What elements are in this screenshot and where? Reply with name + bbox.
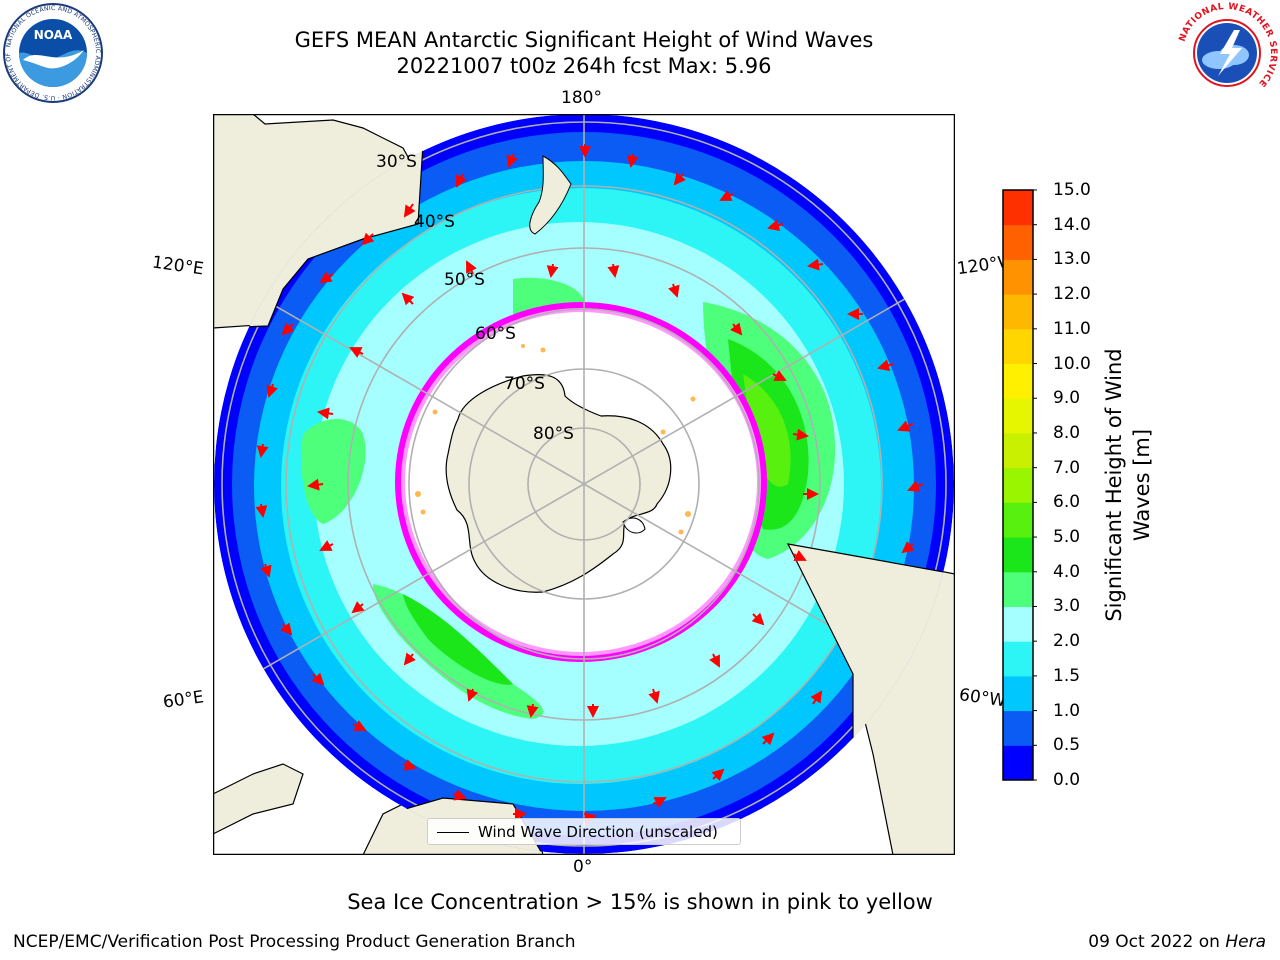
legend-label: Wind Wave Direction (unscaled) [478, 823, 718, 841]
colorbar-segment [1003, 190, 1033, 226]
lat-label-50s: 50°S [444, 270, 485, 290]
date-host: Hera [1225, 932, 1266, 952]
lon-label-0: 0° [573, 857, 593, 877]
colorbar-tick-label: 15.0 [1053, 180, 1091, 200]
colorbar-tick-label: 1.5 [1053, 665, 1081, 686]
sea-ice-note: Sea Ice Concentration > 15% is shown in … [347, 890, 933, 914]
lat-label-30s: 30°S [376, 152, 417, 172]
colorbar-tick-label: 5.0 [1053, 527, 1081, 548]
lon-label-120e: 120°E [150, 252, 205, 280]
colorbar [1002, 189, 1037, 781]
colorbar-segment [1003, 571, 1033, 607]
colorbar-segment [1003, 675, 1033, 712]
colorbar-tick-label: 9.0 [1053, 388, 1081, 409]
colorbar-tick-label: 6.0 [1053, 492, 1081, 513]
credit-line: NCEP/EMC/Verification Post Processing Pr… [13, 932, 576, 952]
legend-line-icon [437, 832, 469, 833]
colorbar-segment [1003, 259, 1033, 295]
legend: Wind Wave Direction (unscaled) [427, 818, 741, 845]
colorbar-tick-label: 3.0 [1053, 596, 1081, 617]
colorbar-segment [1003, 745, 1033, 781]
colorbar-tick-label: 2.0 [1053, 631, 1081, 652]
colorbar-tick-label: 4.0 [1053, 561, 1081, 582]
polar-map [213, 114, 955, 855]
colorbar-segment [1003, 363, 1033, 399]
colorbar-tick-label: 0.0 [1053, 770, 1081, 790]
colorbar-segment [1003, 606, 1033, 642]
lon-label-60e: 60°E [161, 687, 206, 713]
colorbar-segment [1003, 537, 1033, 573]
chart-subtitle: 20221007 t00z 264h fcst Max: 5.96 [396, 54, 772, 78]
colorbar-segment [1003, 432, 1033, 469]
lon-label-180: 180° [561, 88, 602, 108]
chart-title: GEFS MEAN Antarctic Significant Height o… [294, 28, 874, 52]
colorbar-tick-label: 0.5 [1053, 735, 1081, 756]
colorbar-segment [1003, 398, 1033, 434]
colorbar-tick-label: 11.0 [1053, 318, 1091, 339]
colorbar-tick-label: 7.0 [1053, 457, 1081, 478]
colorbar-tick-label: 13.0 [1053, 249, 1091, 270]
lat-label-80s: 80°S [533, 424, 574, 444]
date-line: 09 Oct 2022 on Hera [1088, 932, 1266, 952]
colorbar-tick-label: 8.0 [1053, 422, 1081, 443]
ocean-disk [214, 114, 954, 854]
svg-text:NOAA: NOAA [34, 28, 73, 42]
colorbar-tick-label: 10.0 [1053, 353, 1091, 374]
colorbar-segment [1003, 502, 1033, 538]
lat-label-60s: 60°S [475, 324, 516, 344]
lon-label-120w: 120°W [955, 252, 1007, 280]
colorbar-tick-label: 14.0 [1053, 214, 1091, 235]
colorbar-segment [1003, 224, 1033, 260]
colorbar-segment [1003, 710, 1033, 746]
noaa-logo: NATIONAL OCEANIC AND ATMOSPHERIC ADMINIS… [2, 2, 103, 103]
colorbar-segment [1003, 641, 1033, 677]
colorbar-segment [1003, 467, 1033, 503]
lat-label-70s: 70°S [504, 374, 545, 394]
colorbar-segment [1003, 328, 1033, 365]
colorbar-tick-label: 12.0 [1053, 284, 1091, 305]
lon-label-60w: 60°W [957, 685, 1005, 711]
date-text: 09 Oct 2022 on [1088, 932, 1220, 952]
nws-logo: NATIONAL WEATHER SERVICE [1178, 2, 1278, 102]
colorbar-title: Significant Height of Wind Waves [m] [1102, 348, 1154, 622]
colorbar-segment [1003, 294, 1033, 330]
colorbar-frame [1002, 189, 1034, 781]
colorbar-tick-label: 1.0 [1053, 700, 1081, 721]
lat-label-40s: 40°S [414, 212, 455, 232]
